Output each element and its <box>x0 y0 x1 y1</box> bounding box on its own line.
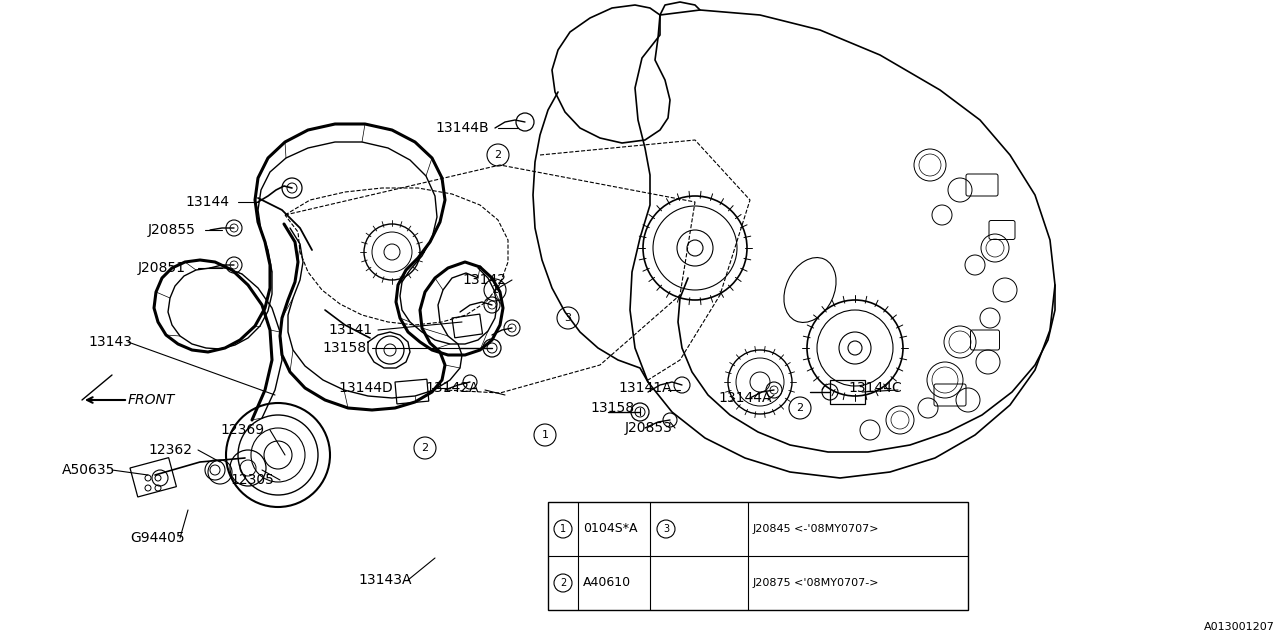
Text: J20853: J20853 <box>625 421 673 435</box>
Text: 2: 2 <box>421 443 429 453</box>
Text: 13144C: 13144C <box>849 381 901 395</box>
Text: J20875 <'08MY0707->: J20875 <'08MY0707-> <box>753 578 879 588</box>
Text: 2: 2 <box>494 150 502 160</box>
Text: 13158: 13158 <box>323 341 366 355</box>
Text: 13142: 13142 <box>462 273 506 287</box>
Text: J20851: J20851 <box>138 261 186 275</box>
Text: J20855: J20855 <box>148 223 196 237</box>
Text: 13143: 13143 <box>88 335 132 349</box>
Text: 13144B: 13144B <box>435 121 489 135</box>
Text: A013001207: A013001207 <box>1204 622 1275 632</box>
Text: FRONT: FRONT <box>128 393 175 407</box>
Text: 13143A: 13143A <box>358 573 411 587</box>
Text: 0104S*A: 0104S*A <box>582 522 637 536</box>
Bar <box>548 502 968 610</box>
Bar <box>452 314 483 338</box>
Text: G94405: G94405 <box>131 531 184 545</box>
Text: 13141A: 13141A <box>618 381 672 395</box>
Text: 1: 1 <box>541 430 549 440</box>
Text: 3: 3 <box>564 313 571 323</box>
Text: 13158: 13158 <box>590 401 634 415</box>
Text: J20845 <-'08MY0707>: J20845 <-'08MY0707> <box>753 524 879 534</box>
Text: 12369: 12369 <box>220 423 264 437</box>
Text: 13144D: 13144D <box>338 381 393 395</box>
Text: 1: 1 <box>492 285 498 295</box>
Text: 13141: 13141 <box>328 323 372 337</box>
Text: 3: 3 <box>663 524 669 534</box>
Text: A40610: A40610 <box>582 577 631 589</box>
Bar <box>396 380 429 404</box>
Bar <box>829 380 865 404</box>
Text: 13144A: 13144A <box>718 391 772 405</box>
Text: 13144: 13144 <box>186 195 229 209</box>
Bar <box>131 458 177 497</box>
Text: 12362: 12362 <box>148 443 192 457</box>
Text: A50635: A50635 <box>61 463 115 477</box>
Text: 12305: 12305 <box>230 473 274 487</box>
Text: 2: 2 <box>559 578 566 588</box>
Text: 2: 2 <box>796 403 804 413</box>
Text: 1: 1 <box>559 524 566 534</box>
Text: 13142A: 13142A <box>425 381 479 395</box>
